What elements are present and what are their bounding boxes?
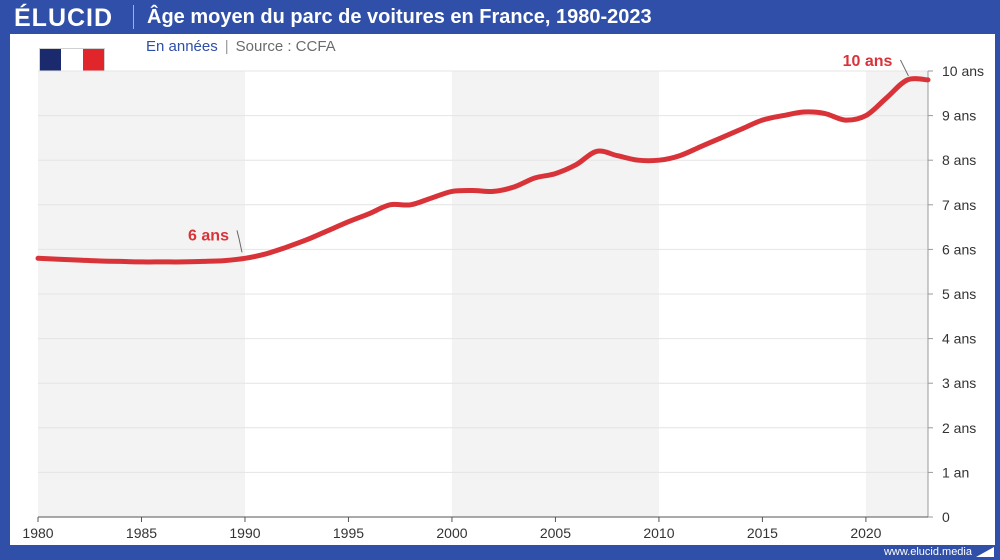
y-tick-label: 4 ans <box>942 331 976 347</box>
y-tick-label: 5 ans <box>942 286 976 302</box>
y-tick-label: 2 ans <box>942 420 976 436</box>
annotations: 6 ans 10 ans <box>188 53 909 253</box>
source-label: Source : CCFA <box>235 38 336 55</box>
elucid-mark-icon <box>976 547 994 557</box>
footer-url[interactable]: www.elucid.media <box>883 546 972 558</box>
y-tick-label: 6 ans <box>942 241 976 257</box>
subtitle-separator: | <box>224 38 229 55</box>
chart-title: Âge moyen du parc de voitures en France,… <box>147 6 652 28</box>
y-tick-label: 10 ans <box>942 63 984 79</box>
x-tick-label: 2015 <box>747 525 778 541</box>
y-tick-label: 7 ans <box>942 197 976 213</box>
y-tick-label: 3 ans <box>942 375 976 391</box>
series-layer <box>35 76 931 265</box>
axes: 0 1 an 2 ans 3 ans 4 ans 5 ans 6 ans 7 ans 8 ans… <box>22 63 984 541</box>
y-tick-label: 1 an <box>942 464 969 480</box>
annotation-label-6-ans: 6 ans <box>188 227 229 244</box>
chart-subtitle: En années | Source : CCFA <box>146 38 336 55</box>
x-tick-label: 2000 <box>436 525 467 541</box>
x-tick-label: 2020 <box>850 525 881 541</box>
unit-label: En années <box>146 38 218 55</box>
elucid-logo[interactable]: ÉLUCID <box>14 4 114 32</box>
annotation-label-10-ans: 10 ans <box>843 53 893 70</box>
y-tick-label: 8 ans <box>942 152 976 168</box>
x-tick-label: 1980 <box>22 525 53 541</box>
annotation-leader-10-ans <box>899 59 909 77</box>
y-tick-label: 9 ans <box>942 108 976 124</box>
x-tick-label: 1985 <box>126 525 157 541</box>
annotation-leader-6-ans <box>236 230 243 253</box>
series-line-age <box>35 76 931 265</box>
x-tick-label: 2010 <box>643 525 674 541</box>
header-divider <box>133 5 134 29</box>
x-tick-label: 2005 <box>540 525 571 541</box>
x-tick-label: 1995 <box>333 525 364 541</box>
x-tick-label: 1990 <box>229 525 260 541</box>
y-tick-label: 0 <box>942 509 950 525</box>
header-bar: ÉLUCID Âge moyen du parc de voitures en … <box>0 0 1000 34</box>
